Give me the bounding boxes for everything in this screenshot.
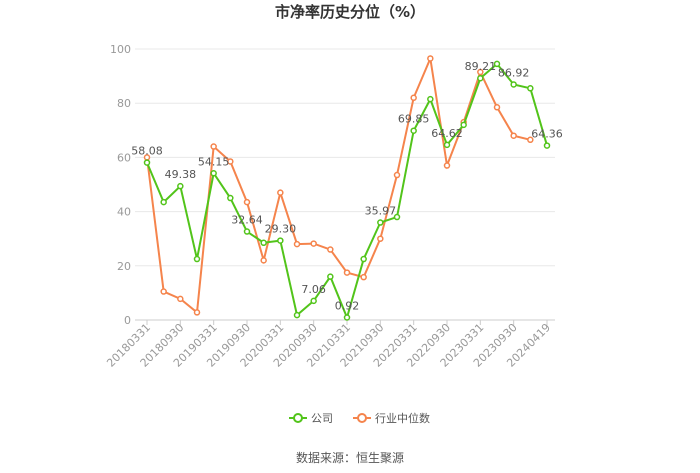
x-axis: 2018033120180930201903312019093020200331… <box>104 320 553 370</box>
data-label: 64.36 <box>531 128 563 141</box>
data-point <box>343 269 351 276</box>
data-point <box>243 198 251 206</box>
data-label: 29.30 <box>265 223 297 236</box>
y-tick-label: 60 <box>117 151 131 164</box>
legend: 公司 行业中位数 <box>289 411 430 425</box>
data-label: 86.92 <box>498 66 530 79</box>
data-point <box>510 132 517 139</box>
data-point <box>160 288 167 295</box>
y-tick-label: 0 <box>124 314 131 327</box>
data-point <box>510 81 517 88</box>
data-label: 35.97 <box>365 205 397 218</box>
data-point <box>243 228 251 235</box>
data-label: 89.21 <box>465 60 497 73</box>
data-point <box>260 239 267 247</box>
data-point <box>527 136 534 144</box>
y-tick-label: 40 <box>117 206 131 219</box>
data-point <box>360 273 367 281</box>
data-point <box>543 142 551 149</box>
data-point <box>277 237 284 244</box>
y-axis: 0 20 40 60 80 100 <box>110 43 131 327</box>
data-point <box>277 189 284 196</box>
legend-marker-1 <box>357 413 367 423</box>
y-tick-label: 80 <box>117 97 131 110</box>
data-point <box>327 273 334 280</box>
data-point <box>410 127 417 134</box>
data-point <box>377 219 384 226</box>
data-point <box>310 240 317 247</box>
y-tick-label: 100 <box>110 43 131 56</box>
data-label: 32.64 <box>231 214 263 227</box>
data-point <box>143 159 151 166</box>
source-note: 数据来源：恒生聚源 <box>296 450 404 465</box>
data-point <box>177 182 184 190</box>
data-point <box>477 74 484 82</box>
data-point <box>443 162 451 169</box>
legend-label-1: 行业中位数 <box>375 411 430 425</box>
data-point <box>377 235 384 242</box>
data-point <box>493 60 501 68</box>
data-point <box>177 295 184 303</box>
data-label: 0.92 <box>335 300 360 313</box>
data-label: 58.08 <box>131 145 163 158</box>
data-label: 54.15 <box>198 155 230 168</box>
data-point <box>477 68 484 76</box>
data-point <box>210 170 217 177</box>
data-point <box>227 158 234 165</box>
legend-label-0: 公司 <box>311 412 333 425</box>
data-point <box>293 240 301 248</box>
data-point <box>410 94 417 102</box>
data-point <box>393 171 401 179</box>
data-point <box>460 121 467 129</box>
chart-title: 市净率历史分位（%） <box>275 3 425 21</box>
data-label: 49.38 <box>165 168 197 181</box>
data-point <box>210 143 217 150</box>
data-point <box>527 85 534 92</box>
data-point <box>393 213 401 221</box>
data-label: 64.62 <box>431 127 463 140</box>
grid <box>135 48 555 321</box>
data-point <box>293 311 301 319</box>
data-point <box>227 194 234 202</box>
series-line-0 <box>146 62 548 321</box>
legend-marker-0 <box>293 413 303 423</box>
y-tick-label: 20 <box>117 260 131 273</box>
data-point <box>193 309 201 316</box>
data-point <box>427 55 434 62</box>
data-point <box>310 297 317 305</box>
data-label: 7.06 <box>301 283 326 296</box>
data-point <box>343 314 351 321</box>
data-point <box>160 198 167 206</box>
data-point <box>427 95 434 103</box>
data-point <box>360 255 367 263</box>
data-label: 69.85 <box>398 113 430 126</box>
data-point <box>193 255 201 263</box>
data-point <box>443 141 451 149</box>
data-point <box>260 257 267 264</box>
data-point <box>493 104 501 111</box>
data-point <box>327 246 334 253</box>
